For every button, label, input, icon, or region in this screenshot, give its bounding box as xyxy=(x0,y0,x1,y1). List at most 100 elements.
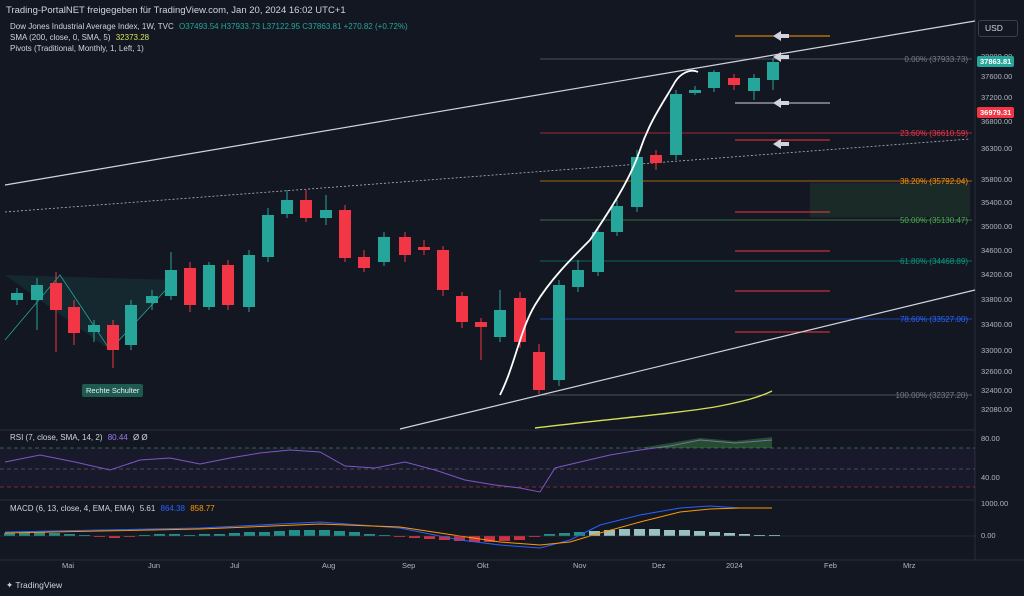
symbol-info: Dow Jones Industrial Average Index, 1W, … xyxy=(10,22,408,31)
y-tick-label: 34600.00 xyxy=(981,246,1013,255)
candle xyxy=(88,325,100,332)
macd-histogram-bar xyxy=(709,532,720,536)
currency-button[interactable]: USD xyxy=(978,20,1018,37)
rsi-line xyxy=(4,439,773,493)
macd-histogram-bar xyxy=(424,536,435,539)
symbol-label: Dow Jones Industrial Average Index, 1W, … xyxy=(10,22,174,31)
shoulder-annotation: Rechte Schulter xyxy=(82,384,144,397)
macd-histogram-bar xyxy=(499,536,510,541)
candle xyxy=(222,265,234,305)
candle xyxy=(184,268,196,305)
macd-histogram-bar xyxy=(184,535,195,536)
arrow-icon xyxy=(781,142,789,146)
fib-label: 23.60% (36610.59) xyxy=(900,129,968,138)
fib-label: 50.00% (35130.47) xyxy=(900,216,968,225)
candle xyxy=(631,157,643,207)
middle-trendline xyxy=(4,138,971,213)
candle xyxy=(339,210,351,258)
candle xyxy=(670,94,682,155)
y-tick-label: 37200.00 xyxy=(981,93,1013,102)
fib-label: 38.20% (35792.04) xyxy=(900,177,968,186)
y-tick-label: 33400.00 xyxy=(981,320,1013,329)
macd-histogram-bar xyxy=(274,531,285,536)
candle xyxy=(767,62,779,80)
target-zone xyxy=(809,182,971,218)
candle xyxy=(378,237,390,262)
macd-histogram-bar xyxy=(94,536,105,537)
arrow-icon xyxy=(781,55,789,59)
macd-histogram-bar xyxy=(364,534,375,536)
fib-label: 100.00% (32327.20) xyxy=(896,391,969,400)
macd-histogram-bar xyxy=(49,533,60,536)
sma-info[interactable]: SMA (200, close, 0, SMA, 5) 32373.28 xyxy=(10,33,149,42)
macd-histogram-bar xyxy=(289,530,300,536)
macd-value: 5.61 xyxy=(139,504,156,513)
y-tick-label: 32600.00 xyxy=(981,367,1013,376)
macd-histogram-bar xyxy=(139,535,150,536)
pivots-info[interactable]: Pivots (Traditional, Monthly, 1, Left, 1… xyxy=(10,44,144,53)
candle xyxy=(553,285,565,380)
macd-histogram-bar xyxy=(349,532,360,536)
sma-label: SMA (200, close, 0, SMA, 5) xyxy=(10,33,111,42)
sma-value: 32373.28 xyxy=(115,33,150,42)
candle xyxy=(748,78,760,91)
candle xyxy=(437,250,449,290)
y-tick-label: 32080.00 xyxy=(981,405,1013,414)
candle xyxy=(31,285,43,300)
candle xyxy=(689,90,701,93)
rsi-info[interactable]: RSI (7, close, SMA, 14, 2) 80.44 Ø Ø xyxy=(10,433,148,442)
macd-histogram-bar xyxy=(679,530,690,536)
y-tick-label: 35800.00 xyxy=(981,175,1013,184)
candle xyxy=(514,298,526,342)
macd-histogram-bar xyxy=(4,533,15,536)
macd-histogram-bar xyxy=(334,531,345,536)
candle xyxy=(11,293,23,300)
candle xyxy=(358,257,370,268)
macd-histogram-bar xyxy=(484,536,495,542)
macd-info[interactable]: MACD (6, 13, close, 4, EMA, EMA) 5.61 86… xyxy=(10,504,215,513)
macd-tick-label: 0.00 xyxy=(981,531,996,540)
x-tick-label: Jul xyxy=(230,561,240,570)
y-tick-label: 33800.00 xyxy=(981,295,1013,304)
fib-label: 78.60% (33527.00) xyxy=(900,315,968,324)
drawn-wave xyxy=(499,69,699,396)
macd-histogram-bar xyxy=(574,532,585,536)
rsi-value: 80.44 xyxy=(107,433,128,442)
x-tick-label: Aug xyxy=(322,561,336,570)
upper-trendline xyxy=(4,20,976,186)
candle xyxy=(125,305,137,345)
tradingview-logo: ✦ TradingView xyxy=(6,580,63,590)
candle xyxy=(418,247,430,250)
macd-label: MACD (6, 13, close, 4, EMA, EMA) xyxy=(10,504,135,513)
rsi-extra: Ø Ø xyxy=(132,433,148,442)
y-tick-label: 36800.00 xyxy=(981,117,1013,126)
publisher-line: Trading-PortalNET freigegeben für Tradin… xyxy=(6,5,346,16)
macd-histogram-bar xyxy=(469,536,480,542)
macd-histogram-bar xyxy=(19,533,30,536)
x-tick-label: Feb xyxy=(824,561,837,570)
logo-icon: ✦ xyxy=(6,580,14,590)
macd-histogram-bar xyxy=(169,534,180,536)
sma-line xyxy=(534,390,773,429)
rsi-band xyxy=(0,448,975,487)
ohlc-values: O37493.54 H37933.73 L37122.95 C37863.81 … xyxy=(179,22,408,31)
macd-histogram-bar xyxy=(379,535,390,536)
candle xyxy=(399,237,411,255)
macd-histogram-bar xyxy=(739,534,750,536)
candle xyxy=(281,200,293,214)
candle xyxy=(494,310,506,337)
sma-price-tag: 36979.31 xyxy=(977,107,1015,118)
macd-histogram-bar xyxy=(229,533,240,536)
macd-histogram-bar xyxy=(79,535,90,536)
macd-histogram-bar xyxy=(154,534,165,536)
arrow-icon xyxy=(781,34,789,38)
pattern-shade xyxy=(5,275,175,350)
candle xyxy=(300,200,312,218)
macd-histogram-bar xyxy=(199,534,210,536)
x-tick-label: Mai xyxy=(62,561,75,570)
macd-histogram-bar xyxy=(214,534,225,536)
y-tick-label: 36300.00 xyxy=(981,144,1013,153)
macd-hist: 858.77 xyxy=(190,504,215,513)
candle xyxy=(533,352,545,390)
